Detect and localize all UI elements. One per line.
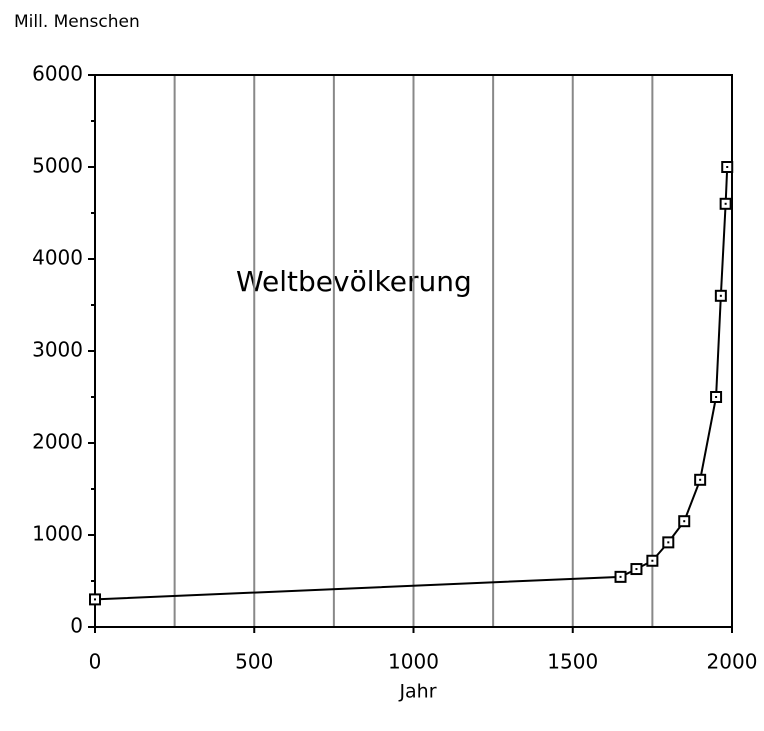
data-line [94, 166, 729, 601]
data-point-dot [726, 166, 729, 168]
y-tick-label: 3000 [32, 338, 83, 362]
annotation: Weltbevölkerung [236, 265, 472, 298]
y-tick-label: 6000 [32, 62, 83, 86]
y-tick-label: 5000 [32, 154, 83, 178]
data-point-dot [699, 478, 702, 481]
x-tick-label: 1000 [388, 650, 439, 674]
data-point-dot [94, 598, 96, 601]
y-tick-label: 0 [70, 614, 83, 638]
y-tick-label: 2000 [32, 430, 83, 454]
data-point-dot [683, 520, 686, 523]
y-axis-label: Mill. Menschen [14, 12, 140, 32]
data-point-dot [719, 294, 722, 297]
data-point-dot [724, 202, 727, 205]
data-point-dot [667, 541, 670, 544]
data-point-dot [715, 396, 718, 398]
data-point-dot [635, 568, 638, 571]
x-axis-label: Jahr [398, 681, 436, 703]
x-tick-label: 500 [235, 650, 273, 674]
x-tick-label: 0 [89, 650, 102, 674]
y-tick-label: 1000 [32, 522, 83, 546]
data-point-dot [651, 559, 654, 562]
data-point-dot [619, 575, 622, 578]
x-tick-label: 1500 [547, 650, 598, 674]
y-tick-label: 4000 [32, 246, 83, 270]
x-tick-label: 2000 [707, 650, 758, 674]
